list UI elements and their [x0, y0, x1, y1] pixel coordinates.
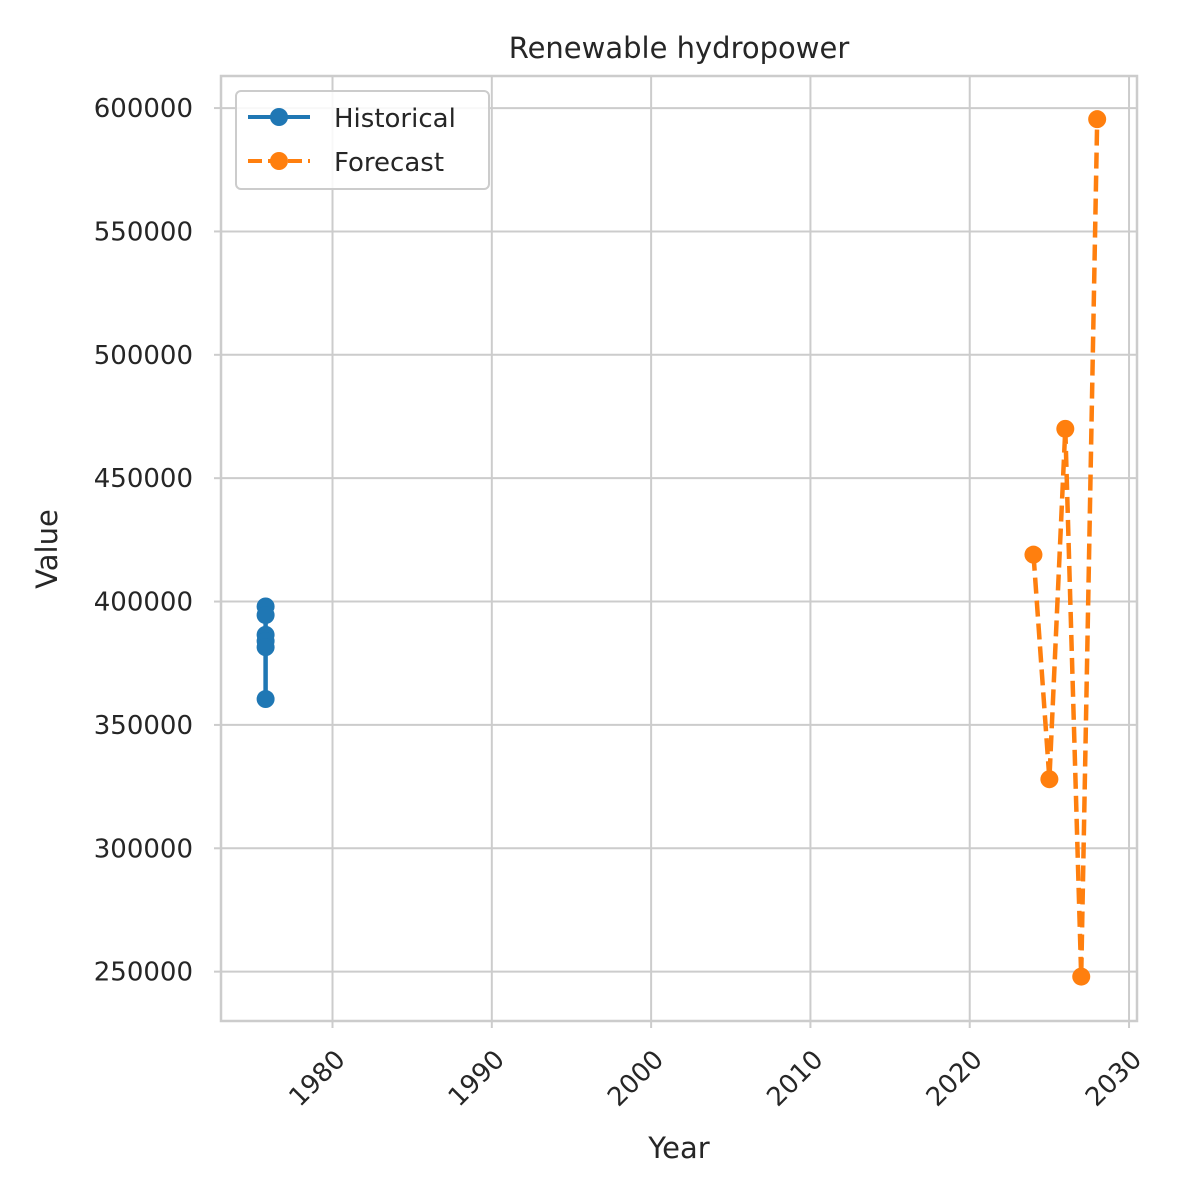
legend: Historical Forecast — [235, 90, 490, 190]
chart-title: Renewable hydropower — [509, 31, 850, 65]
y-tick-label: 550000 — [94, 217, 193, 247]
series-layer — [256, 110, 1107, 986]
x-axis-title: Year — [647, 1131, 709, 1165]
series-forecast-point — [1056, 419, 1075, 438]
series-forecast-point — [1072, 967, 1091, 986]
y-tick-label: 500000 — [94, 341, 193, 371]
series-forecast-point — [1040, 770, 1059, 789]
series-historical-point — [256, 638, 275, 657]
y-tick-label: 400000 — [94, 588, 193, 618]
y-tick-labels: 250000 300000 350000 400000 450000 500000 5500… — [94, 94, 193, 988]
y-tick-label: 350000 — [94, 711, 193, 741]
y-tick-label: 600000 — [94, 94, 193, 124]
y-tick-label: 300000 — [94, 834, 193, 864]
series-forecast-point — [1024, 545, 1043, 564]
series-historical-point — [256, 606, 275, 625]
y-tick-label: 450000 — [94, 464, 193, 494]
legend-forecast-marker — [270, 152, 288, 170]
series-forecast — [1024, 110, 1107, 986]
series-historical — [256, 597, 275, 709]
y-tick-label: 250000 — [94, 958, 193, 988]
series-historical-point — [256, 690, 275, 709]
series-forecast-point — [1088, 110, 1107, 129]
legend-historical-marker — [270, 108, 288, 126]
y-axis-title: Value — [30, 509, 64, 589]
x-grid-lines — [331, 76, 1131, 1028]
plot-area-frame — [219, 74, 1139, 1023]
legend-historical-label: Historical — [334, 104, 456, 134]
legend-forecast-label: Forecast — [334, 148, 444, 178]
